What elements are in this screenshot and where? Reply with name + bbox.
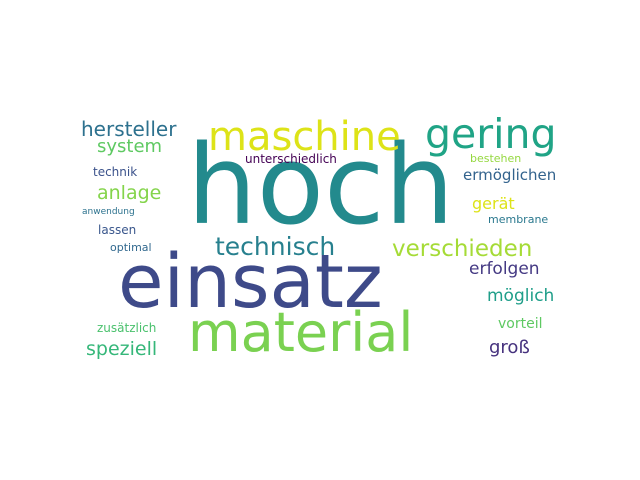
word-anlage: anlage [97,182,162,204]
word-moeglich: möglich [487,286,555,306]
word-vorteil: vorteil [498,316,543,332]
word-membrane: membrane [488,213,549,226]
word-unterschiedlich: unterschiedlich [245,152,337,166]
word-verschieden: verschieden [392,236,533,262]
word-system: system [97,136,163,157]
word-maschine: maschine [208,114,401,160]
word-optimal: optimal [110,241,152,254]
word-gross: groß [489,337,530,358]
word-material: material [188,301,414,364]
word-technisch: technisch [215,232,336,261]
word-bestehen: bestehen [470,152,522,165]
word-zusaetzlich: zusätzlich [97,321,157,335]
word-hoch: hoch [187,121,455,249]
word-hersteller: hersteller [81,117,177,141]
word-technik: technik [93,165,138,179]
word-einsatz: einsatz [118,239,383,325]
word-gering: gering [425,110,557,158]
word-erfolgen: erfolgen [469,259,540,279]
word-anwendung: anwendung [82,207,135,217]
word-speziell: speziell [86,338,158,360]
word-lassen: lassen [98,223,137,237]
word-geraet: gerät [472,194,515,213]
word-ermoeglichen: ermöglichen [463,166,557,184]
